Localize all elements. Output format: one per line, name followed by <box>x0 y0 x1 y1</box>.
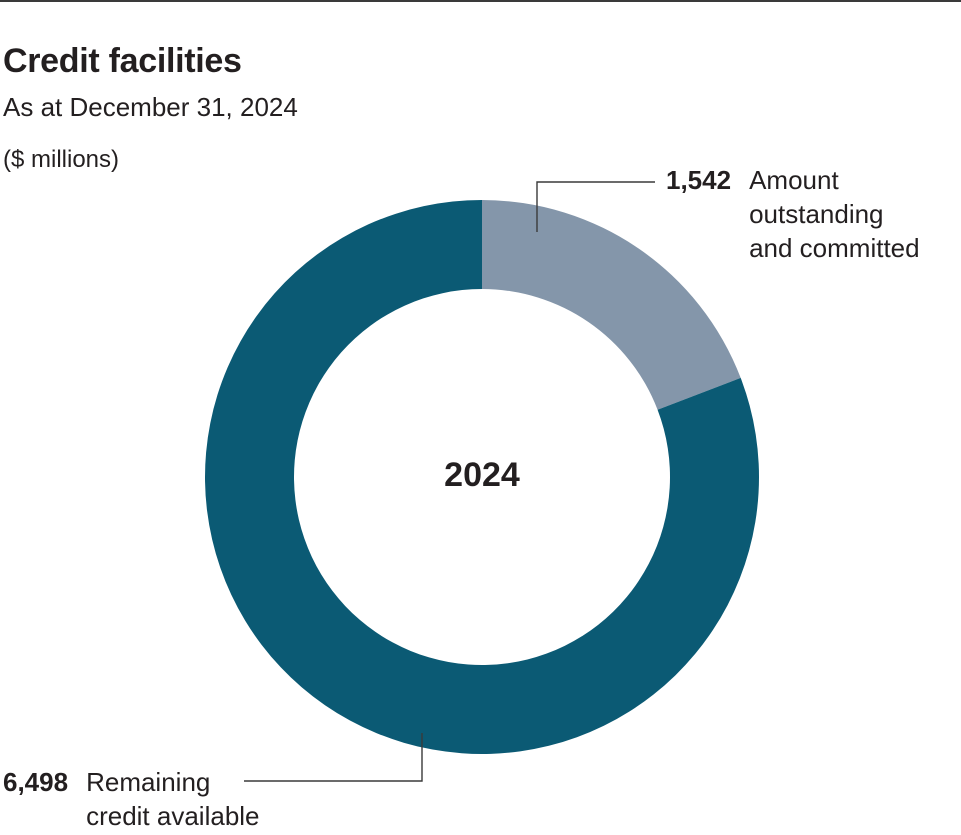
chart-subtitle: As at December 31, 2024 <box>3 92 298 122</box>
slice-label-committed: 1,542 Amount outstanding and committed <box>666 163 920 265</box>
slice-text-remaining: Remaining credit available <box>86 765 259 833</box>
donut-center-label: 2024 <box>444 456 520 494</box>
donut-slice-remaining <box>204 199 759 754</box>
chart-title: Credit facilities <box>3 42 242 80</box>
donut-slices <box>204 199 759 754</box>
slice-text-line: Amount <box>749 165 839 195</box>
chart-units: ($ millions) <box>3 146 120 173</box>
slice-text-line: Remaining <box>86 767 211 797</box>
donut-slice-committed <box>482 200 741 410</box>
slice-text-line: outstanding <box>749 199 884 229</box>
slice-label-remaining: 6,498 Remaining credit available <box>3 765 260 833</box>
slice-value-remaining: 6,498 <box>3 767 69 797</box>
slice-text-line: and committed <box>749 233 920 263</box>
leader-line-remaining <box>244 733 423 782</box>
leader-lines <box>244 181 655 782</box>
leader-line-committed <box>536 181 655 232</box>
slice-text-committed: Amount outstanding and committed <box>749 163 920 265</box>
slice-text-line: credit available <box>86 801 260 831</box>
top-rule <box>0 0 961 2</box>
slice-value-committed: 1,542 <box>666 165 732 195</box>
